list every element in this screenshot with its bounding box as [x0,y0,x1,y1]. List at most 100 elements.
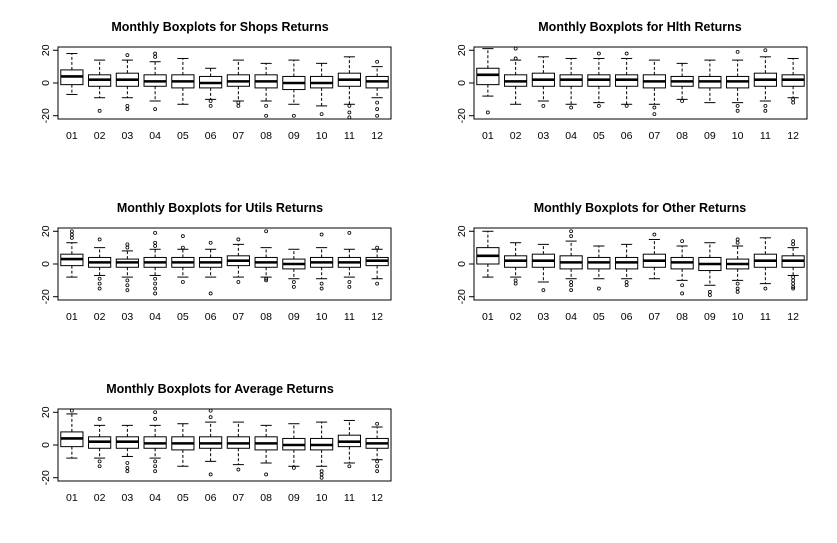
outlier-point [791,275,796,279]
outlier-point [97,416,102,421]
chart-title: Monthly Boxplots for Shops Returns [111,20,328,34]
outlier-point [791,278,796,283]
outlier-point [291,113,296,118]
x-tick-label: 11 [344,311,355,323]
outlier-point [735,240,740,245]
box-month-05 [171,57,195,105]
x-tick-label: 04 [149,130,161,142]
outlier-point [236,237,241,242]
box-month-09 [698,242,722,297]
outlier-point [319,475,324,480]
outlier-point [735,50,740,54]
outlier-point [208,472,213,477]
x-tick-label: 12 [371,130,383,142]
outlier-point [236,280,241,284]
outlier-point [707,293,712,297]
x-tick-label: 12 [371,492,383,504]
chart-title: Monthly Boxplots for Average Returns [106,382,334,396]
outlier-point [291,280,296,284]
x-tick-label: 09 [288,130,300,142]
box-month-04 [143,231,167,296]
y-tick-label: -20 [40,289,52,304]
box-month-05 [587,51,611,108]
x-tick-label: 01 [66,492,78,504]
boxplot-panel: Monthly Boxplots for Other Returns 20 0 -20… [456,201,808,323]
outlier-point [69,229,74,234]
outlier-point [319,281,324,286]
outlier-point [153,240,158,245]
outlier-point [596,104,601,108]
x-tick-label: 06 [621,311,633,323]
boxplot-panel: Monthly Boxplots for Average Returns 20 0 -… [40,382,392,504]
box-month-05 [171,423,195,467]
outlier-point [763,108,768,113]
box-month-10 [310,421,334,480]
outlier-point [624,104,629,108]
outlier-point [97,281,102,286]
box-month-08 [254,229,278,283]
y-tick-label: 20 [456,44,468,56]
outlier-point [763,48,768,53]
box-month-03 [115,424,139,474]
outlier-point [125,469,130,474]
outlier-point [735,281,740,286]
box-month-02 [88,237,112,291]
outlier-point [735,108,740,113]
outlier-point [680,99,685,103]
outlier-point [153,286,158,291]
outlier-point [569,234,574,239]
outlier-point [125,242,130,247]
x-tick-label: 08 [260,492,272,504]
x-tick-label: 11 [760,311,771,323]
y-tick-label: 0 [456,80,468,86]
outlier-point [125,283,130,288]
outlier-point [208,415,213,420]
outlier-point [264,472,269,477]
outlier-point [125,245,130,250]
x-tick-label: 09 [704,130,716,142]
outlier-point [652,232,657,237]
outlier-point [375,459,380,464]
outlier-point [791,242,796,247]
x-tick-label: 06 [205,311,217,323]
outlier-point [125,461,130,465]
outlier-point [69,408,74,413]
x-tick-label: 07 [233,130,245,142]
outlier-point [569,288,574,293]
outlier-point [208,99,213,103]
outlier-point [208,104,213,108]
outlier-point [291,285,296,289]
outlier-point [707,289,712,294]
outlier-point [541,104,546,108]
y-tick-label: 0 [40,261,52,267]
boxplot-panel: Monthly Boxplots for Hlth Returns 20 0 -20 0… [456,20,808,142]
outlier-point [791,100,796,105]
outlier-point [375,469,380,474]
outlier-point [125,53,130,58]
box-month-05 [587,245,611,291]
x-tick-label: 05 [593,311,605,323]
outlier-point [153,469,158,474]
outlier-point [375,100,380,105]
outlier-point [791,285,796,289]
box-month-12 [365,59,389,118]
x-tick-label: 05 [593,130,605,142]
box-month-07 [226,237,250,284]
box-month-03 [531,243,555,293]
box-month-06 [199,67,223,108]
box-month-04 [143,410,167,474]
x-tick-label: 03 [538,130,550,142]
outlier-point [596,286,601,291]
outlier-point [153,244,158,248]
y-tick-label: 20 [456,225,468,237]
outlier-point [347,285,352,289]
outlier-point [153,276,158,281]
box-month-02 [88,59,112,113]
box-month-11 [753,237,777,291]
x-tick-label: 12 [787,311,799,323]
outlier-point [541,288,546,293]
outlier-point [375,59,380,64]
x-tick-label: 07 [233,311,245,323]
outlier-point [347,110,352,115]
